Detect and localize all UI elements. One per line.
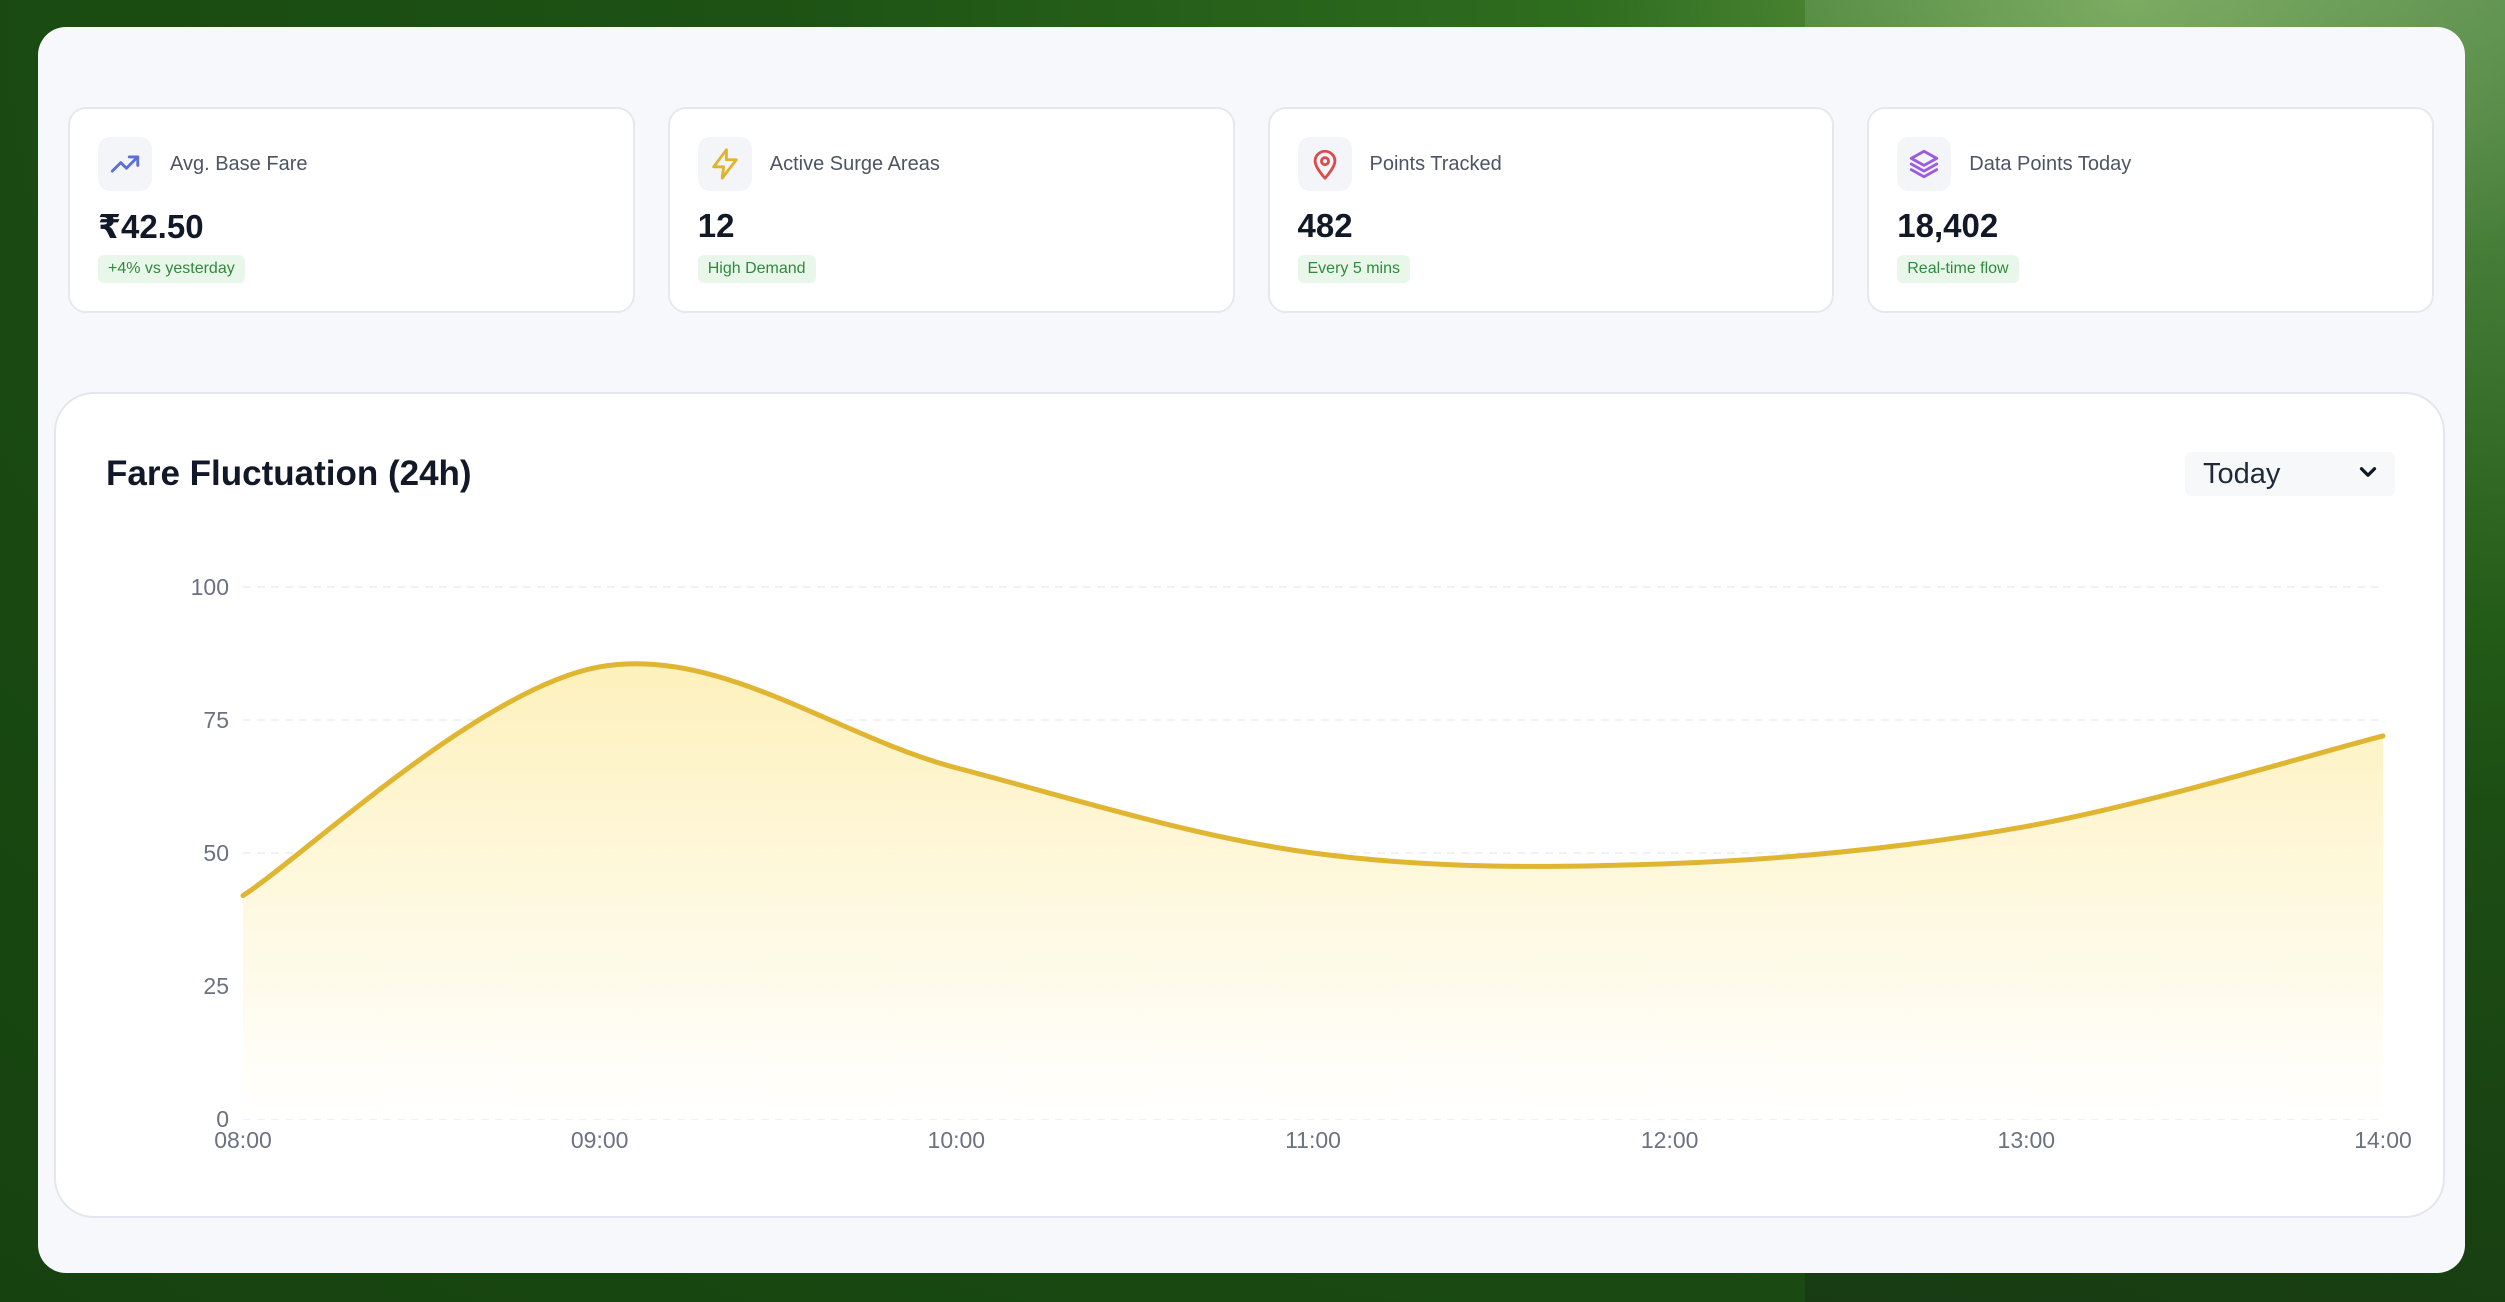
stat-card-header: Data Points Today <box>1897 137 2131 191</box>
lightning-icon <box>697 137 752 191</box>
series-line <box>240 661 2386 899</box>
stats-row: Avg. Base Fare ₹42.50 +4% vs yesterday A… <box>68 107 2434 313</box>
stat-value: ₹42.50 <box>98 208 204 245</box>
y-tick-label: 0 <box>216 1106 229 1132</box>
fare-chart-card: Fare Fluctuation (24h) Today 0 25 50 75 100 0… <box>54 392 2445 1218</box>
stat-label: Points Tracked <box>1369 152 1502 175</box>
stat-badge: Real-time flow <box>1897 255 2019 283</box>
chart-title: Fare Fluctuation (24h) <box>106 454 472 493</box>
layers-icon <box>1897 137 1952 191</box>
range-select-value: Today <box>2203 457 2281 490</box>
map-pin-icon <box>1297 137 1352 191</box>
stat-card-active-surge-areas: Active Surge Areas 12 High Demand <box>667 107 1235 313</box>
stat-card-avg-base-fare: Avg. Base Fare ₹42.50 +4% vs yesterday <box>68 107 635 313</box>
data-point <box>953 765 959 771</box>
y-tick-label: 100 <box>191 574 229 600</box>
y-tick-label: 25 <box>203 973 229 999</box>
range-select[interactable]: Today <box>2185 452 2395 496</box>
y-tick-label: 75 <box>203 707 229 733</box>
data-point <box>2023 823 2029 829</box>
stat-badge: +4% vs yesterday <box>98 255 245 283</box>
stat-value: 18,402 <box>1897 207 1999 244</box>
series-area-fill <box>243 663 2383 1119</box>
stat-card-header: Avg. Base Fare <box>98 137 307 191</box>
x-tick-label: 09:00 <box>571 1127 629 1153</box>
chevron-down-icon <box>2355 459 2381 490</box>
data-point <box>240 893 246 899</box>
x-tick-label: 12:00 <box>1641 1127 1699 1153</box>
data-point <box>1310 850 1316 856</box>
trending-up-icon <box>98 137 152 191</box>
x-tick-label: 11:00 <box>1285 1127 1341 1153</box>
dashboard-panel: Avg. Base Fare ₹42.50 +4% vs yesterday A… <box>38 27 2465 1273</box>
stat-card-header: Active Surge Areas <box>697 137 940 191</box>
data-point <box>2380 733 2386 739</box>
x-tick-label: 13:00 <box>1998 1127 2056 1153</box>
stat-card-header: Points Tracked <box>1297 137 1502 191</box>
x-tick-label: 14:00 <box>2354 1127 2412 1153</box>
stat-value: 12 <box>697 207 735 244</box>
data-point <box>597 664 603 670</box>
x-tick-label: 08:00 <box>214 1127 272 1153</box>
stat-card-points-tracked: Points Tracked 482 Every 5 mins <box>1267 107 1835 313</box>
stat-badge: High Demand <box>697 255 816 283</box>
stat-card-data-points-today: Data Points Today 18,402 Real-time flow <box>1867 107 2434 313</box>
stat-label: Avg. Base Fare <box>170 152 308 175</box>
data-point <box>1667 861 1673 867</box>
stat-label: Data Points Today <box>1969 152 2132 175</box>
x-tick-label: 10:00 <box>928 1127 986 1153</box>
fare-area-chart: 0 25 50 75 100 08:00 09:00 10:00 11:00 12:00 13:00… <box>191 574 2412 1153</box>
stat-value: 482 <box>1297 207 1353 244</box>
y-tick-label: 50 <box>203 840 229 866</box>
stat-badge: Every 5 mins <box>1297 255 1410 283</box>
stat-label: Active Surge Areas <box>769 152 940 175</box>
